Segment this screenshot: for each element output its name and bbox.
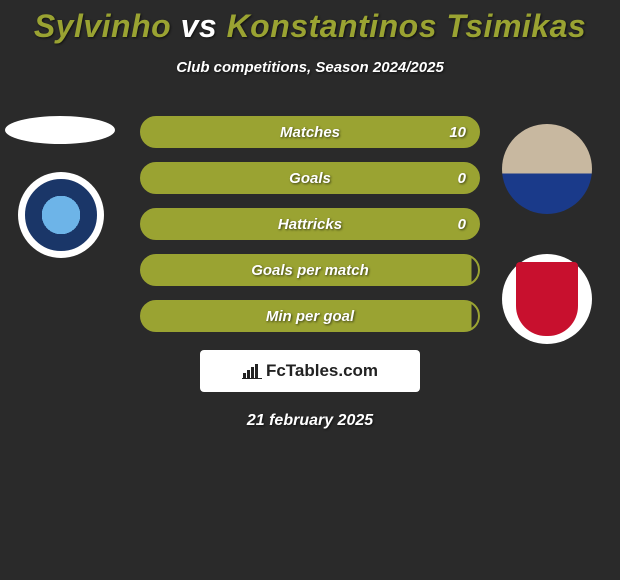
stat-rows: Matches 10 Goals 0 Hattricks 0 Goals per match… xyxy=(140,116,480,332)
manchester-city-crest-icon xyxy=(25,179,97,251)
subtitle: Club competitions, Season 2024/2025 xyxy=(0,59,620,76)
chart-bars-icon xyxy=(242,363,262,379)
stat-row: Goals per match xyxy=(140,254,480,286)
stat-row: Min per goal xyxy=(140,300,480,332)
stat-value-right: 0 xyxy=(458,216,466,233)
stat-label: Hattricks xyxy=(278,216,342,233)
stat-row: Hattricks 0 xyxy=(140,208,480,240)
stats-area: Matches 10 Goals 0 Hattricks 0 Goals per match… xyxy=(0,116,620,430)
stat-row: Matches 10 xyxy=(140,116,480,148)
stat-label: Matches xyxy=(280,124,340,141)
stat-value-right: 0 xyxy=(458,170,466,187)
player1-club-badge xyxy=(18,172,104,258)
player2-name: Konstantinos Tsimikas xyxy=(227,8,587,44)
player2-avatar xyxy=(502,124,592,214)
branding-badge: FcTables.com xyxy=(200,350,420,392)
liverpool-crest-icon xyxy=(516,262,578,336)
stat-label: Goals xyxy=(289,170,331,187)
comparison-card: Sylvinho vs Konstantinos Tsimikas Club c… xyxy=(0,0,620,430)
player2-club-badge xyxy=(502,254,592,344)
branding-text: FcTables.com xyxy=(266,361,378,381)
vs-text: vs xyxy=(181,8,218,44)
page-title: Sylvinho vs Konstantinos Tsimikas xyxy=(0,8,620,45)
stat-row: Goals 0 xyxy=(140,162,480,194)
date-text: 21 february 2025 xyxy=(0,412,620,430)
player1-avatar xyxy=(5,116,115,144)
stat-label: Min per goal xyxy=(266,308,354,325)
stat-value-right: 10 xyxy=(449,124,466,141)
stat-label: Goals per match xyxy=(251,262,369,279)
player1-name: Sylvinho xyxy=(34,8,171,44)
